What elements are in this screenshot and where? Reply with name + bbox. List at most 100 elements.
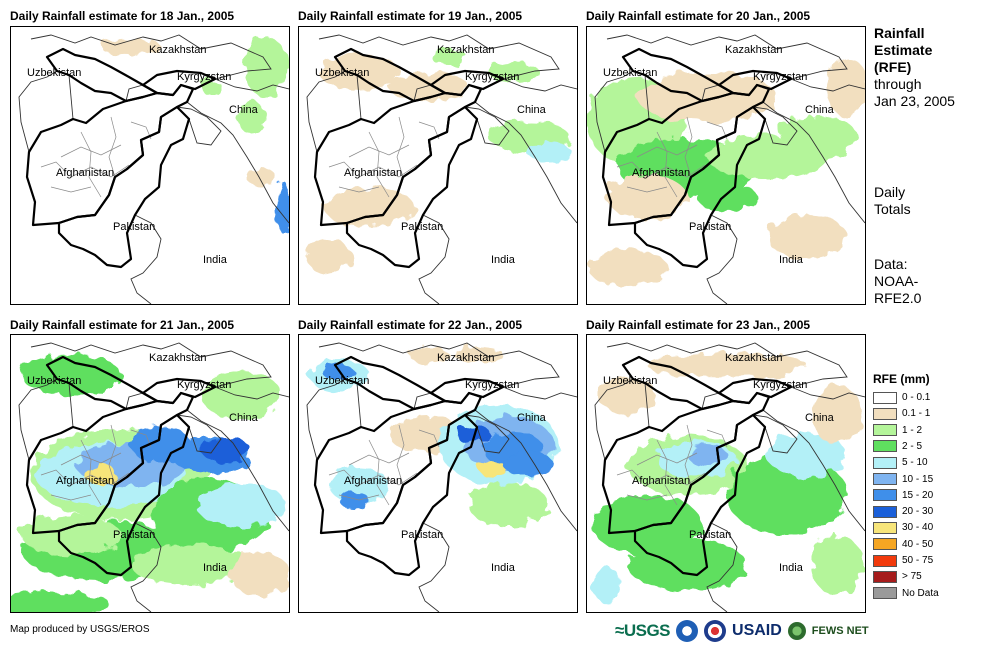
province-border xyxy=(626,186,668,193)
province-border xyxy=(50,494,92,501)
country-border xyxy=(790,78,865,92)
place-label-pakistan: Pakistan xyxy=(689,221,732,233)
province-border xyxy=(108,116,117,178)
country-border xyxy=(214,386,289,400)
rainfall-patch xyxy=(607,175,687,219)
country-border xyxy=(125,392,158,410)
rainfall-patch xyxy=(101,39,161,55)
place-label-pakistan: Pakistan xyxy=(401,529,444,541)
country-border xyxy=(502,78,577,92)
rainfall-patch xyxy=(767,433,847,477)
province-border xyxy=(328,469,355,481)
legend-swatch xyxy=(873,424,897,437)
province-border xyxy=(108,424,117,486)
rainfall-patch xyxy=(767,215,847,259)
place-label-india: India xyxy=(491,254,515,266)
focus-country-border xyxy=(345,105,479,269)
place-label-kyrgyzstan: Kyrgyzstan xyxy=(753,71,808,83)
rainfall-patch xyxy=(85,465,117,485)
legend-title: RFE (mm) xyxy=(873,372,930,386)
place-label-india: India xyxy=(203,254,227,266)
rainfall-patch xyxy=(469,483,549,527)
province-border xyxy=(656,131,678,198)
province-border xyxy=(70,472,130,486)
place-label-kyrgyzstan: Kyrgyzstan xyxy=(465,379,520,391)
rainfall-patch xyxy=(597,377,657,413)
legend-item: > 75 xyxy=(873,569,922,584)
province-border xyxy=(40,161,67,173)
rainfall-map-23: Kazakhstan Uzbekistan Kyrgyzstan China Afgha… xyxy=(586,334,866,613)
focus-country-border xyxy=(633,105,767,269)
legend-item: 30 - 40 xyxy=(873,520,933,535)
rainfall-patch xyxy=(340,490,368,510)
country-border xyxy=(752,414,798,454)
place-label-india: India xyxy=(203,562,227,574)
legend-item: 10 - 15 xyxy=(873,472,933,487)
rainfall-patch xyxy=(637,72,777,122)
place-label-china: China xyxy=(805,412,834,424)
focus-country-border xyxy=(57,105,191,269)
province-border xyxy=(616,161,643,173)
place-label-kazakhstan: Kazakhstan xyxy=(149,352,207,364)
logo-strip: ≈USGS USAID FEWS NET xyxy=(615,618,869,644)
panel-title-22: Daily Rainfall estimate for 22 Jan., 200… xyxy=(298,318,523,332)
legend-item: 15 - 20 xyxy=(873,488,933,503)
rainfall-map-18: Kazakhstan Uzbekistan Kyrgyzstan China Afgha… xyxy=(10,26,290,305)
rainfall-patch xyxy=(196,483,286,527)
country-border xyxy=(464,414,510,454)
province-border xyxy=(328,161,355,173)
rainfall-patch xyxy=(527,142,571,162)
focus-country-border xyxy=(57,413,191,577)
place-label-china: China xyxy=(805,104,834,116)
place-label-kyrgyzstan: Kyrgyzstan xyxy=(753,379,808,391)
country-border xyxy=(186,101,289,224)
legend-label: No Data xyxy=(902,587,939,599)
place-label-afghanistan: Afghanistan xyxy=(56,475,115,487)
country-border xyxy=(186,409,289,532)
legend-swatch xyxy=(873,440,897,453)
rainfall-map-19: Kazakhstan Uzbekistan Kyrgyzstan China Afgha… xyxy=(298,26,578,305)
place-label-uzbekistan: Uzbekistan xyxy=(603,375,658,387)
legend-swatch xyxy=(873,570,897,583)
panel-title-23: Daily Rainfall estimate for 23 Jan., 200… xyxy=(586,318,811,332)
rainfall-field xyxy=(309,347,559,527)
legend-swatch xyxy=(873,489,897,502)
side-title-line: through xyxy=(874,76,922,92)
rainfall-field xyxy=(101,37,289,233)
country-border xyxy=(130,214,162,304)
side-title-line: (RFE) xyxy=(874,59,912,75)
country-border xyxy=(752,106,798,146)
legend-swatch xyxy=(873,538,897,551)
rainfall-patch xyxy=(11,593,111,612)
rainfall-patch xyxy=(454,347,504,363)
country-border xyxy=(502,386,577,400)
province-border xyxy=(684,116,693,178)
country-border xyxy=(706,214,738,304)
place-label-kyrgyzstan: Kyrgyzstan xyxy=(177,379,232,391)
legend-label: 30 - 40 xyxy=(902,522,934,534)
place-label-uzbekistan: Uzbekistan xyxy=(315,375,370,387)
province-border xyxy=(338,186,380,193)
province-border xyxy=(130,429,152,448)
country-border xyxy=(464,106,510,146)
rainfall-patch xyxy=(777,115,857,159)
rainfall-patch xyxy=(21,515,121,555)
province-border xyxy=(60,144,122,158)
place-label-kazakhstan: Kazakhstan xyxy=(149,44,207,56)
rainfall-patch xyxy=(231,553,289,597)
legend-item: 5 - 10 xyxy=(873,455,928,470)
place-label-afghanistan: Afghanistan xyxy=(632,475,691,487)
rainfall-patch xyxy=(504,453,554,477)
focus-country-border xyxy=(333,355,447,411)
focus-country-border xyxy=(717,377,793,405)
legend-item: 40 - 50 xyxy=(873,537,933,552)
rainfall-patch xyxy=(593,567,621,603)
legend-label: 15 - 20 xyxy=(902,489,934,501)
country-border xyxy=(474,101,577,224)
place-label-afghanistan: Afghanistan xyxy=(344,167,403,179)
legend-item: 20 - 30 xyxy=(873,504,933,519)
rainfall-patch xyxy=(409,347,449,363)
legend-item: No Data xyxy=(873,586,939,601)
province-border xyxy=(646,472,706,486)
legend-label: 1 - 2 xyxy=(902,424,923,436)
